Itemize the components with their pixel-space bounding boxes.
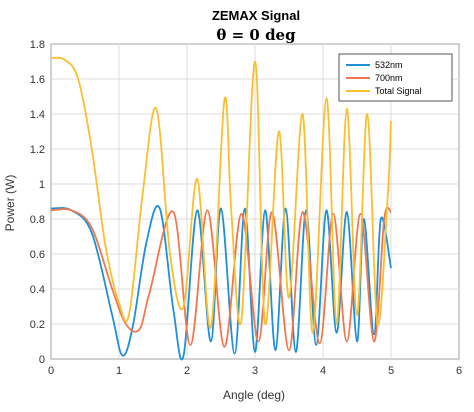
series-line-532nm [50, 205, 392, 361]
series-line-total-signal [50, 56, 392, 334]
chart-subtitle: θ = 0 deg [216, 26, 296, 44]
x-tick-label: 3 [252, 365, 258, 377]
legend: 532nm 700nm Total Signal [338, 53, 453, 102]
chart-title: ZEMAX Signal [212, 8, 300, 23]
y-tick-label: 1.6 [30, 74, 45, 86]
y-tick-label: 1.2 [30, 144, 45, 156]
x-tick-label: 0 [48, 365, 54, 377]
series-line-700nm [50, 206, 392, 352]
legend-label-total-signal: Total Signal [375, 86, 422, 96]
x-tick-label: 6 [456, 365, 462, 377]
x-tick-label: 5 [388, 365, 394, 377]
y-tick-label: 0.8 [30, 214, 45, 226]
legend-label-532nm: 532nm [375, 60, 403, 70]
series-layer [50, 56, 392, 361]
y-tick-label: 1.4 [30, 109, 45, 121]
tick-labels: 0 1 2 3 4 5 6 0 0.2 0.4 0.6 0.8 1 1.2 1.4 1.6 1.8 [30, 39, 462, 377]
x-tick-label: 2 [184, 365, 190, 377]
y-tick-label: 1.8 [30, 39, 45, 51]
y-tick-label: 0.6 [30, 249, 45, 261]
legend-label-700nm: 700nm [375, 73, 403, 83]
y-axis-label: Power (W) [3, 175, 17, 232]
x-tick-label: 4 [320, 365, 326, 377]
y-tick-label: 0.4 [30, 284, 45, 296]
x-axis-label: Angle (deg) [223, 388, 285, 402]
x-tick-label: 1 [116, 365, 122, 377]
y-tick-label: 0.2 [30, 319, 45, 331]
y-tick-label: 1 [39, 179, 45, 191]
y-tick-label: 0 [39, 354, 45, 366]
